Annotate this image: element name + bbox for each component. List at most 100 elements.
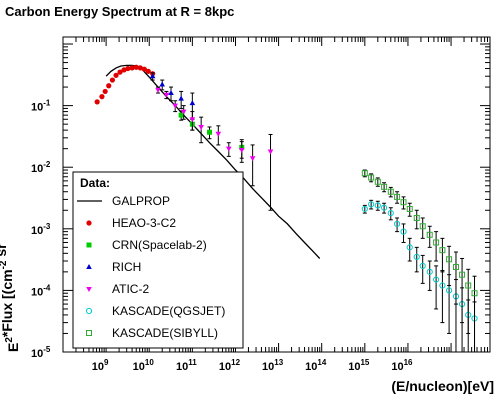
legend-item-atic-2: ATIC-2 (86, 282, 149, 296)
data-point-heao-3-c2 (141, 66, 147, 72)
x-tick-label: 1016 (391, 358, 413, 373)
data-point-crn-spacelab-2 (207, 129, 213, 135)
x-tick-label-exp: 11 (188, 358, 197, 367)
data-point-atic-2 (267, 149, 274, 155)
x-tick-label-exp: 16 (404, 358, 413, 367)
data-point-rich (159, 81, 166, 87)
y-axis-label-part: E (5, 343, 21, 352)
data-point-atic-2 (155, 87, 161, 93)
legend: Data: GALPROP HEAO-3-C2 CRN(Spacelab-2) RIC… (72, 171, 244, 349)
series-atic-2 (155, 86, 274, 211)
x-axis-label: (E/nucleon)[eV] (391, 378, 494, 394)
data-point-heao-3-c2 (113, 72, 119, 78)
data-point-heao-3-c2 (109, 77, 116, 83)
series-layer (94, 64, 478, 352)
data-point-kascade-sibyll (426, 231, 433, 238)
x-tick-label-base: 10 (92, 361, 104, 373)
data-point-atic-2 (238, 148, 245, 154)
legend-label: KASCADE(QGSJET) (112, 304, 225, 318)
data-point-kascade-qgsjet (374, 202, 381, 209)
legend-swatch (86, 220, 92, 226)
data-point-kascade-qgsjet (413, 253, 420, 260)
data-point-kascade-sibyll (387, 188, 394, 195)
legend-item-galprop: GALPROP (77, 194, 170, 208)
series-rich (149, 72, 196, 120)
y-axis-label-part: sr (0, 243, 9, 261)
legend-item-rich: RICH (86, 260, 141, 274)
data-point-kascade-qgsjet (400, 228, 407, 235)
series-kascade-sibyll (361, 169, 478, 352)
data-point-kascade-qgsjet (426, 268, 433, 275)
data-point-rich (189, 100, 196, 106)
data-point-kascade-qgsjet (368, 201, 375, 208)
data-point-atic-2 (180, 109, 187, 115)
data-point-kascade-sibyll (419, 223, 426, 230)
y-axis-label-part: s (0, 223, 3, 235)
data-point-atic-2 (198, 124, 204, 130)
y-tick-label-base: 10 (31, 348, 43, 360)
y-tick-label-exp: -5 (43, 345, 51, 354)
data-point-atic-2 (163, 92, 170, 98)
x-tick-label-base: 10 (348, 361, 360, 373)
data-point-heao-3-c2 (117, 69, 123, 75)
data-point-kascade-sibyll (471, 290, 478, 297)
ticks-layer: 109 1010 1011 1012 1013 1014 1015 101610-110-21… (31, 37, 491, 373)
x-tick-label-base: 10 (262, 361, 274, 373)
legend-label: GALPROP (112, 194, 170, 208)
data-point-kascade-qgsjet (393, 220, 401, 228)
x-tick-label: 1012 (219, 358, 241, 373)
x-tick-label-exp: 13 (274, 358, 283, 367)
data-point-heao-3-c2 (133, 64, 139, 70)
x-tick-label-exp: 14 (317, 358, 326, 367)
data-point-kascade-sibyll (413, 214, 420, 221)
data-point-kascade-sibyll (406, 205, 413, 212)
data-point-kascade-sibyll (368, 174, 375, 181)
x-tick-label: 1010 (133, 358, 155, 373)
data-point-kascade-sibyll (452, 263, 459, 270)
plot-area (94, 64, 478, 352)
data-point-kascade-sibyll (465, 282, 472, 289)
data-point-kascade-sibyll (400, 199, 407, 206)
data-point-heao-3-c2 (99, 94, 105, 100)
data-point-crn-spacelab-2 (178, 112, 184, 118)
legend-label: KASCADE(SIBYLL) (112, 326, 218, 340)
legend-label: ATIC-2 (112, 282, 149, 296)
data-point-kascade-sibyll (374, 178, 381, 185)
data-point-heao-3-c2 (145, 68, 151, 74)
chart-title: Carbon Energy Spectrum at R = 8kpc (5, 4, 234, 19)
data-point-kascade-qgsjet (419, 262, 426, 269)
legend-swatch (85, 307, 93, 315)
legend-items: GALPROP HEAO-3-C2 CRN(Spacelab-2) RICH ATIC-… (77, 194, 225, 340)
legend-label: CRN(Spacelab-2) (112, 238, 207, 252)
y-tick-label: 10-2 (31, 160, 51, 175)
y-tick-label: 10-1 (31, 99, 51, 114)
y-tick-label: 10-3 (31, 222, 51, 237)
y-tick-label-exp: -3 (43, 222, 51, 231)
x-tick-label-exp: 12 (231, 358, 240, 367)
y-axis-label-sup: -2 (0, 260, 9, 269)
data-point-kascade-qgsjet (406, 244, 413, 251)
data-point-atic-2 (172, 103, 178, 109)
data-point-heao-3-c2 (125, 65, 131, 72)
legend-item-crn-spacelab-2: CRN(Spacelab-2) (86, 238, 207, 252)
data-point-kascade-qgsjet (387, 209, 394, 217)
series-crn-spacelab-2 (178, 110, 245, 159)
y-tick-label-base: 10 (31, 102, 43, 114)
x-tick-label: 1013 (262, 358, 284, 373)
data-point-atic-2 (189, 117, 196, 123)
y-tick-label-exp: -4 (43, 283, 51, 292)
data-point-heao-3-c2 (94, 99, 100, 105)
data-point-atic-2 (249, 156, 256, 162)
data-point-heao-3-c2 (137, 65, 143, 71)
y-tick-label-exp: -2 (43, 160, 51, 169)
x-tick-label-base: 10 (391, 361, 403, 373)
y-tick-label: 10-4 (31, 283, 51, 298)
data-point-heao-3-c2 (102, 88, 108, 95)
legend-item-kascade-sibyll: KASCADE(SIBYLL) (86, 326, 218, 340)
x-tick-label-base: 10 (133, 361, 145, 373)
data-point-heao-3-c2 (106, 83, 112, 89)
data-point-atic-2 (225, 146, 232, 152)
x-tick-label-exp: 10 (145, 358, 154, 367)
y-tick-label: 10-5 (31, 345, 51, 360)
y-axis-label-part: *Flux [(cm (0, 269, 15, 337)
